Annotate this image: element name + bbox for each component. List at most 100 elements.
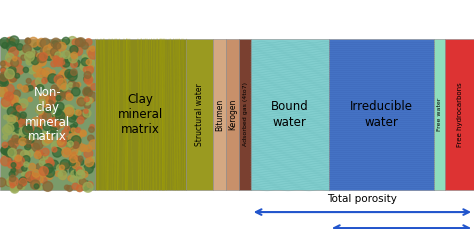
Circle shape (12, 112, 20, 120)
Circle shape (10, 185, 19, 193)
Circle shape (1, 97, 11, 107)
Circle shape (64, 148, 71, 155)
Circle shape (44, 105, 52, 112)
Circle shape (61, 39, 65, 44)
Circle shape (65, 106, 74, 114)
Circle shape (15, 150, 24, 158)
Circle shape (73, 122, 78, 127)
Circle shape (26, 139, 33, 147)
Circle shape (22, 86, 28, 92)
Text: Total porosity: Total porosity (328, 194, 397, 204)
Circle shape (79, 178, 86, 185)
Circle shape (18, 84, 22, 89)
Circle shape (7, 37, 13, 43)
Bar (186, 39, 213, 190)
Circle shape (76, 82, 81, 87)
Circle shape (70, 57, 75, 63)
Circle shape (87, 98, 92, 103)
Circle shape (11, 181, 17, 186)
Circle shape (56, 119, 64, 128)
Circle shape (11, 186, 18, 192)
Circle shape (11, 163, 16, 167)
Circle shape (16, 114, 26, 124)
Circle shape (62, 44, 66, 48)
Circle shape (84, 102, 91, 109)
Circle shape (81, 145, 88, 151)
Circle shape (34, 184, 39, 188)
Circle shape (42, 138, 49, 145)
Circle shape (85, 69, 91, 74)
Circle shape (56, 95, 61, 100)
Circle shape (71, 112, 78, 119)
Circle shape (83, 112, 89, 117)
Circle shape (81, 131, 86, 136)
Circle shape (20, 112, 27, 118)
Circle shape (66, 140, 75, 150)
Circle shape (3, 135, 8, 139)
Circle shape (22, 134, 30, 142)
Circle shape (9, 177, 18, 186)
Circle shape (0, 82, 4, 86)
Circle shape (55, 43, 61, 49)
Circle shape (22, 166, 27, 171)
Circle shape (26, 172, 36, 181)
Circle shape (36, 164, 42, 170)
Circle shape (88, 135, 94, 142)
Circle shape (45, 168, 55, 177)
Circle shape (20, 150, 29, 159)
Circle shape (60, 163, 66, 169)
Circle shape (44, 71, 49, 75)
Circle shape (49, 93, 56, 100)
Circle shape (88, 75, 93, 80)
Circle shape (88, 60, 95, 67)
Circle shape (10, 111, 20, 120)
Circle shape (71, 170, 78, 177)
Circle shape (87, 81, 92, 86)
Circle shape (0, 38, 9, 47)
Circle shape (34, 152, 41, 158)
Circle shape (84, 76, 90, 82)
Circle shape (9, 138, 19, 147)
Circle shape (76, 131, 82, 136)
Circle shape (17, 161, 21, 166)
Circle shape (1, 100, 10, 109)
Circle shape (0, 178, 6, 187)
Circle shape (8, 77, 13, 83)
Circle shape (48, 74, 57, 83)
Circle shape (54, 87, 59, 93)
Circle shape (36, 176, 43, 183)
Circle shape (7, 99, 12, 104)
Circle shape (25, 38, 31, 44)
Circle shape (15, 117, 25, 127)
Circle shape (8, 148, 17, 157)
Circle shape (57, 79, 66, 88)
Circle shape (89, 65, 93, 70)
Circle shape (81, 180, 90, 190)
Circle shape (10, 140, 16, 145)
Circle shape (88, 49, 98, 59)
Circle shape (76, 186, 81, 191)
Circle shape (20, 181, 25, 186)
Circle shape (59, 165, 64, 170)
Circle shape (68, 133, 78, 143)
Circle shape (64, 126, 70, 131)
Circle shape (51, 116, 58, 123)
Circle shape (57, 57, 65, 65)
Circle shape (43, 182, 53, 191)
Circle shape (8, 58, 16, 66)
Circle shape (42, 103, 48, 109)
Circle shape (50, 48, 58, 56)
Circle shape (65, 51, 70, 56)
Circle shape (9, 75, 17, 82)
Circle shape (5, 148, 14, 157)
Circle shape (65, 72, 72, 79)
Circle shape (53, 114, 60, 121)
Circle shape (68, 83, 73, 87)
Circle shape (4, 123, 14, 133)
Circle shape (13, 131, 19, 138)
Circle shape (12, 135, 18, 142)
Circle shape (39, 113, 46, 121)
Circle shape (62, 85, 66, 89)
Circle shape (8, 115, 14, 121)
Circle shape (11, 119, 18, 124)
